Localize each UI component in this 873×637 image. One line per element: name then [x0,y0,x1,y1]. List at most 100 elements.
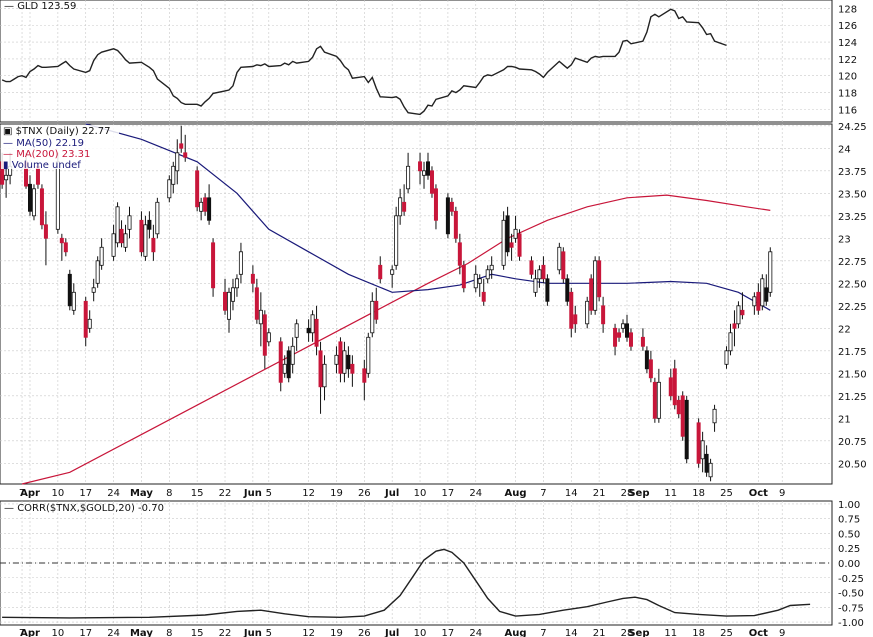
tnx-candle-body [477,278,482,284]
tnx-candle-body [537,269,542,280]
tnx-candle [27,175,32,216]
tnx-candle-body [207,197,212,221]
tnx-candle-body [640,336,645,347]
tnx-candle [370,292,375,338]
tnx-candle-body [676,399,681,415]
corr-ytick-label: -0.25 [838,574,864,585]
tnx-candle [422,161,427,189]
tnx-candle [318,341,323,414]
tnx-candle [67,269,72,311]
tnx-candle [676,395,681,419]
x-tick-label: 7 [19,628,25,637]
corr-ytick-label: -0.75 [838,603,864,614]
tnx-candle [223,278,228,315]
x-tick-label: 21 [593,628,606,637]
tnx-candle-body [453,210,458,239]
tnx-candle-body [147,219,152,230]
tnx-candle [238,242,243,284]
tnx-candle-body [123,233,128,248]
x-tick-label: 5 [266,488,272,499]
tnx-candle [425,152,430,180]
tnx-candle-body [418,161,423,172]
x-tick-label: 15 [191,488,204,499]
tnx-candle [406,152,411,194]
tnx-candle [445,193,450,239]
tnx-candle-body [322,363,327,388]
x-tick-label: 10 [51,628,64,637]
x-tick-label: 10 [414,488,427,499]
tnx-candle-body [740,309,745,316]
corr-panel: 1.00 0.75 0.50 0.25 0.00 -0.25 -0.50 -0.75 -1.00… [0,500,864,629]
gld-ytick-label: 116 [838,105,857,116]
tnx-candle [115,202,120,248]
tnx-candle-body [668,377,673,397]
tnx-candle-body [366,336,371,374]
tnx-candle-body [306,327,311,334]
gld-ytick-label: 122 [838,55,857,66]
tnx-candle-body [370,300,375,334]
tnx-candle-body [501,219,506,266]
x-tick-label: Sep [628,628,649,637]
tnx-candle [179,125,184,153]
corr-y-ticks: 1.00 0.75 0.50 0.25 0.00 -0.25 -0.50 -0.75 -1.00 [838,500,864,629]
corr-ytick-label: 1.00 [838,500,860,511]
tnx-candle-body [573,314,578,325]
tnx-candle [342,341,347,383]
tnx-candle-body [473,273,478,289]
tnx-candle-body [91,287,96,293]
tnx-candle-body [71,291,76,311]
corr-ytick-label: 0.00 [838,559,860,570]
tnx-candle-body [179,143,184,149]
tnx-candle [282,355,287,378]
tnx-candle [83,296,88,347]
tnx-candle [764,274,769,306]
tnx-candle-body [314,318,319,347]
tnx-candle [644,346,649,374]
tnx-ytick-label: 20.50 [838,459,867,470]
tnx-candle [123,224,128,252]
tnx-candle-body [601,305,606,325]
corr-ytick-label: 0.50 [838,529,860,540]
tnx-candle-body [557,246,562,271]
tnx-candle [489,256,494,279]
tnx-candle [111,224,116,261]
tnx-candle-body [406,165,411,190]
x-tick-label: 18 [692,628,705,637]
tnx-candle [362,359,367,401]
gld-panel: 116 118 120 122 124 126 128 — GLD 123.59 [0,0,857,123]
corr-ytick-label: 0.75 [838,515,860,526]
tnx-candle-body [230,287,235,302]
tnx-candle [171,161,176,194]
x-tick-label: 14 [565,628,578,637]
tnx-candle-body [282,363,287,374]
x-tick-label: 17 [79,488,92,499]
tnx-candle [338,337,343,383]
tnx-candle [119,220,124,248]
x-tick-label: 21 [593,488,606,499]
tnx-candle [433,184,438,230]
tnx-candle-body [211,242,216,289]
tnx-ytick-label: 22.50 [838,279,867,290]
tnx-candle-body [143,224,148,257]
tnx-candle [453,206,458,243]
gld-price-line [1,8,727,116]
x-tick-label: 24 [107,628,120,637]
tnx-candle-body [171,165,176,185]
x-tick-label: 14 [565,488,578,499]
tnx-candle-body [422,170,427,176]
x-tick-label: 9 [779,628,785,637]
tnx-candle [286,346,291,383]
tnx-candle [461,260,466,293]
tnx-candle [485,265,490,284]
tnx-candle [505,206,510,257]
tnx-candle [728,323,733,356]
tnx-candle-body [338,341,343,374]
x-tick-label: 5 [266,628,272,637]
tnx-candle-body [83,300,88,338]
ma200-legend: — MA(200) 23.31 [3,149,90,160]
tnx-candle-body [350,363,355,374]
x-tick-label: 28 [621,488,634,499]
tnx-ytick-label: 21 [838,414,851,425]
tnx-candle-body [266,332,271,343]
